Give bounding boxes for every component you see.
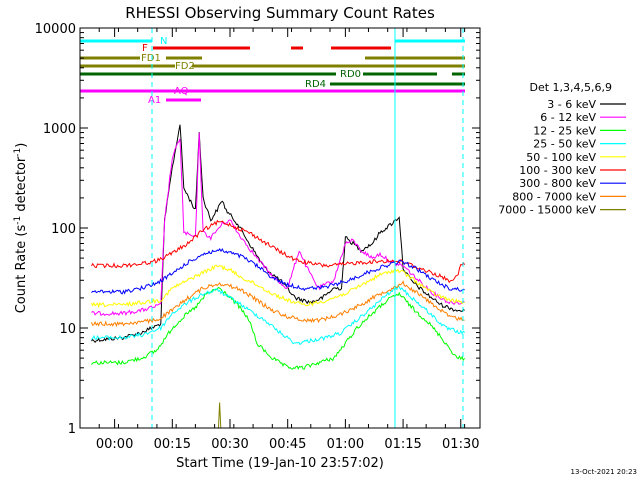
y-axis-label-end: )	[14, 143, 29, 148]
series-line-4	[91, 264, 465, 309]
legend-label-6: 300 - 800 keV	[519, 177, 596, 190]
flag-label-rd4: RD4	[305, 79, 326, 90]
y-axis-label-main: Count Rate (s	[14, 225, 29, 314]
series-line-6	[91, 247, 465, 295]
x-tick-label: 01:00	[327, 437, 364, 452]
chart-title: RHESSI Observing Summary Count Rates	[125, 4, 435, 22]
y-tick-label: 1	[68, 422, 76, 437]
series-line-7	[91, 280, 465, 328]
series-lines	[91, 124, 466, 429]
series-line-8	[218, 402, 222, 429]
flag-label-f: F	[142, 43, 148, 54]
series-line-2	[91, 286, 466, 370]
x-tick-label: 00:30	[211, 437, 248, 452]
flag-label-aq: AQ	[174, 86, 189, 97]
x-tick-label: 00:00	[96, 437, 133, 452]
legend-label-4: 50 - 100 keV	[526, 151, 596, 164]
y-tick-label: 1000	[43, 122, 76, 137]
series-line-0	[91, 124, 465, 343]
series-line-5	[91, 219, 466, 284]
legend-header: Det 1,3,4,5,6,9	[529, 81, 612, 94]
x-tick-label: 00:45	[269, 437, 306, 452]
flag-label-fd2: FD2	[175, 61, 195, 72]
y-axis-label-mid: detector	[14, 156, 29, 216]
series-line-1	[91, 132, 465, 317]
legend-label-3: 25 - 50 keV	[533, 138, 596, 151]
legend-label-7: 800 - 7000 keV	[512, 190, 596, 203]
y-tick-label: 10	[59, 322, 76, 337]
x-tick-label: 00:15	[154, 437, 191, 452]
y-axis: 1 10 100 1000 10000	[35, 22, 480, 437]
legend-label-2: 12 - 25 keV	[533, 124, 596, 137]
flag-label-a1: A1	[148, 95, 161, 106]
legend-label-5: 100 - 300 keV	[519, 164, 596, 177]
x-tick-label: 01:30	[442, 437, 479, 452]
y-tick-label: 100	[51, 222, 76, 237]
x-axis-label: Start Time (19-Jan-10 23:57:02)	[176, 456, 384, 471]
flag-label-rd0: RD0	[340, 69, 361, 80]
flag-label-n: N	[160, 36, 167, 47]
y-axis-label-sup2: -1	[13, 148, 23, 157]
flag-label-fd1: FD1	[141, 53, 161, 64]
x-axis: 00:00 00:15 00:30 00:45 01:00 01:15 01:30	[79, 28, 480, 452]
y-tick-label: 10000	[35, 22, 76, 37]
legend-label-0: 3 - 6 keV	[547, 98, 596, 111]
y-axis-label: Count Rate (s-1 detector-1)	[13, 143, 29, 314]
legend-label-8: 7000 - 15000 keV	[498, 204, 596, 217]
y-axis-label-sup1: -1	[13, 216, 23, 225]
footer-date: 13-Oct-2021 20:23	[571, 468, 637, 476]
legend-label-1: 6 - 12 keV	[540, 111, 596, 124]
series-line-3	[91, 284, 465, 346]
x-tick-label: 01:15	[384, 437, 421, 452]
